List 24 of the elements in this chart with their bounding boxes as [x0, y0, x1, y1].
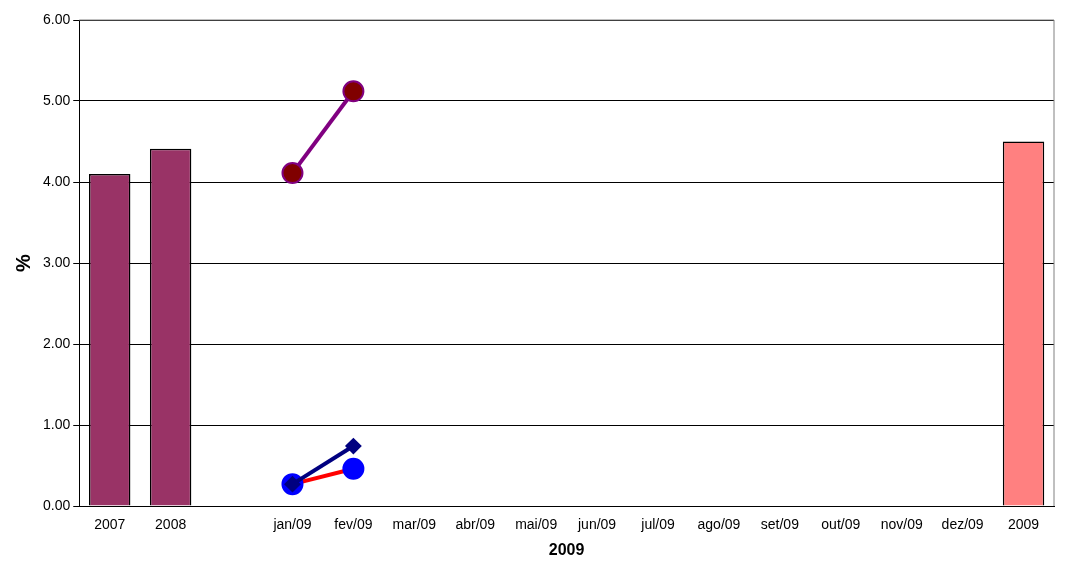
- y-tick-label: 1.00: [43, 415, 71, 432]
- y-tick-label: 4.00: [43, 172, 71, 189]
- x-tick-label: nov/09: [880, 516, 923, 533]
- x-tick-label: out/09: [821, 516, 861, 533]
- x-tick-label: jul/09: [640, 516, 675, 533]
- x-axis-title: 2009: [548, 540, 585, 558]
- y-tick-label: 6.00: [43, 10, 71, 27]
- x-tick-label: jan/09: [272, 516, 312, 533]
- x-tick-label: ago/09: [697, 516, 741, 533]
- y-tick-label: 5.00: [43, 91, 71, 108]
- x-tick-label: 2008: [155, 516, 187, 533]
- x-tick-label: jun/09: [577, 516, 617, 533]
- x-tick-label: 2007: [94, 516, 126, 533]
- x-tick-label: mar/09: [392, 516, 437, 533]
- y-tick-label: 0.00: [43, 496, 71, 513]
- x-tick-label: abr/09: [455, 516, 496, 533]
- y-axis-title: %: [11, 253, 34, 272]
- x-tick-label: set/09: [760, 516, 800, 533]
- x-tick-label: mai/09: [515, 516, 558, 533]
- x-tick-label: 2009: [1007, 516, 1040, 533]
- x-tick-label: fev/09: [334, 516, 373, 533]
- x-tick-label: dez/09: [941, 516, 984, 533]
- y-tick-label: 2.00: [43, 334, 71, 351]
- y-tick-label: 3.00: [43, 253, 71, 270]
